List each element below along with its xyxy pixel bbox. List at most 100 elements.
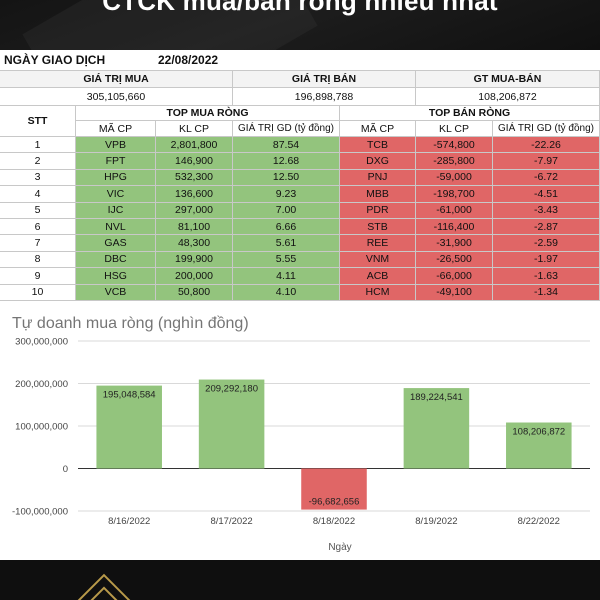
top-sell-header: TOP BÁN RÒNG — [340, 106, 600, 121]
cell-stt: 2 — [0, 153, 76, 170]
cell-sell-vol: -116,400 — [416, 219, 493, 236]
table-row: 1 VPB 2,801,800 87.54 TCB -574,800 -22.26 — [0, 137, 600, 154]
cell-sell-vol: -59,000 — [416, 169, 493, 187]
cell-sell-code: STB — [340, 219, 416, 236]
y-tick-layer: -100,000,000 0 100,000,000 200,000,000 300,0… — [12, 337, 68, 518]
sell-value-header: GIÁ TRỊ GD (tỷ đồng) — [493, 121, 600, 137]
cell-buy-vol: 48,300 — [156, 235, 233, 252]
cell-buy-code: VCB — [76, 284, 156, 301]
cell-sell-vol: -66,000 — [416, 268, 493, 285]
sell-volume-header: KL CP — [416, 121, 493, 137]
table-header-row-2: MÃ CP KL CP GIÁ TRỊ GD (tỷ đồng) MÃ CP K… — [0, 121, 600, 137]
bar-1 — [198, 379, 265, 469]
sell-total-label: GIÁ TRỊ BÁN — [233, 70, 416, 88]
cell-buy-val: 9.23 — [233, 186, 340, 203]
cell-sell-code: DXG — [340, 153, 416, 170]
cell-sell-code: REE — [340, 235, 416, 252]
summary-label-row: GIÁ TRỊ MUA GIÁ TRỊ BÁN GT MUA-BÁN — [0, 70, 600, 88]
cell-sell-val: -3.43 — [493, 202, 600, 219]
x-tick-label: 8/19/2022 — [415, 516, 457, 527]
y-tick-label: 200,000,000 — [15, 379, 68, 390]
x-axis-label: Ngày — [328, 542, 351, 553]
cell-buy-vol: 50,800 — [156, 284, 233, 301]
cell-sell-code: ACB — [340, 268, 416, 285]
data-label-2: -96,682,656 — [309, 497, 360, 508]
cell-buy-code: VIC — [76, 186, 156, 203]
cell-sell-code: TCB — [340, 137, 416, 154]
bar-chart: Tự doanh mua ròng (nghìn đồng) -100,000,… — [12, 315, 590, 553]
x-tick-label: 8/18/2022 — [313, 516, 355, 527]
cell-sell-val: -22.26 — [493, 137, 600, 154]
x-tick-label: 8/16/2022 — [108, 516, 150, 527]
table-row: 2 FPT 146,900 12.68 DXG -285,800 -7.97 — [0, 153, 600, 170]
cell-sell-val: -1.34 — [493, 284, 600, 301]
cell-sell-code: HCM — [340, 284, 416, 301]
banner: CTCK mua/bán ròng nhiều nhất — [0, 0, 600, 50]
cell-buy-vol: 2,801,800 — [156, 137, 233, 154]
cell-buy-code: FPT — [76, 153, 156, 170]
table-header-row-1: STT TOP MUA RÒNG TOP BÁN RÒNG — [0, 106, 600, 137]
cell-sell-code: PDR — [340, 202, 416, 219]
cell-buy-val: 12.50 — [233, 169, 340, 187]
cell-sell-code: PNJ — [340, 169, 416, 187]
y-tick-label: 100,000,000 — [15, 422, 68, 433]
cell-stt: 1 — [0, 137, 76, 154]
cell-sell-vol: -574,800 — [416, 137, 493, 154]
date-row: NGÀY GIAO DỊCH 22/08/2022 — [0, 50, 600, 70]
cell-buy-vol: 199,900 — [156, 251, 233, 269]
cell-buy-code: NVL — [76, 219, 156, 236]
top-buy-header: TOP MUA RÒNG — [76, 106, 340, 121]
cell-sell-val: -1.97 — [493, 251, 600, 269]
cell-sell-val: -7.97 — [493, 153, 600, 170]
buy-value-header: GIÁ TRỊ GD (tỷ đồng) — [233, 121, 340, 137]
table-row: 7 GAS 48,300 5.61 REE -31,900 -2.59 — [0, 235, 600, 252]
cell-buy-vol: 297,000 — [156, 202, 233, 219]
grid-layer — [78, 340, 590, 512]
data-label-3: 189,224,541 — [410, 392, 463, 403]
x-tick-layer: 8/16/2022 8/17/2022 8/18/2022 8/19/2022 8/22… — [108, 516, 560, 527]
cell-sell-vol: -61,000 — [416, 202, 493, 219]
table-row: 10 VCB 50,800 4.10 HCM -49,100 -1.34 — [0, 284, 600, 301]
cell-sell-vol: -26,500 — [416, 251, 493, 269]
cell-sell-val: -2.87 — [493, 219, 600, 236]
cell-sell-vol: -198,700 — [416, 186, 493, 203]
buy-code-header: MÃ CP — [76, 121, 156, 137]
cell-buy-vol: 200,000 — [156, 268, 233, 285]
y-tick-label: -100,000,000 — [12, 507, 68, 518]
table-row: 5 IJC 297,000 7.00 PDR -61,000 -3.43 — [0, 202, 600, 219]
cell-buy-code: HPG — [76, 169, 156, 187]
chart-title: Tự doanh mua ròng (nghìn đồng) — [12, 315, 249, 332]
data-label-4: 108,206,872 — [512, 427, 565, 438]
cell-sell-val: -4.51 — [493, 186, 600, 203]
cell-stt: 6 — [0, 219, 76, 236]
net-total-label: GT MUA-BÁN — [416, 70, 600, 88]
cell-stt: 10 — [0, 284, 76, 301]
cell-buy-val: 4.10 — [233, 284, 340, 301]
cell-stt: 3 — [0, 169, 76, 187]
table-row: 3 HPG 532,300 12.50 PNJ -59,000 -6.72 — [0, 169, 600, 187]
bar-0 — [96, 385, 162, 469]
sell-total-value: 196,898,788 — [233, 88, 416, 106]
cell-stt: 4 — [0, 186, 76, 203]
cell-buy-val: 5.61 — [233, 235, 340, 252]
table-row: 4 VIC 136,600 9.23 MBB -198,700 -4.51 — [0, 186, 600, 203]
y-tick-label: 0 — [63, 464, 68, 475]
cell-sell-val: -2.59 — [493, 235, 600, 252]
date-value: 22/08/2022 — [158, 53, 219, 67]
cell-sell-val: -1.63 — [493, 268, 600, 285]
cell-buy-code: VPB — [76, 137, 156, 154]
cell-sell-vol: -285,800 — [416, 153, 493, 170]
x-tick-label: 8/22/2022 — [518, 516, 560, 527]
cell-stt: 7 — [0, 235, 76, 252]
cell-sell-code: VNM — [340, 251, 416, 269]
cell-buy-val: 4.11 — [233, 268, 340, 285]
data-label-layer: 195,048,584 209,292,180 -96,682,656 189,224… — [103, 384, 565, 508]
cell-stt: 5 — [0, 202, 76, 219]
cell-buy-val: 6.66 — [233, 219, 340, 236]
summary-value-row: 305,105,660 196,898,788 108,206,872 — [0, 88, 600, 106]
banner-title: CTCK mua/bán ròng nhiều nhất — [102, 0, 498, 16]
trading-sheet: NGÀY GIAO DỊCH 22/08/2022 GIÁ TRỊ MUA GI… — [0, 50, 600, 301]
cell-buy-code: GAS — [76, 235, 156, 252]
x-tick-label: 8/17/2022 — [210, 516, 252, 527]
cell-buy-vol: 146,900 — [156, 153, 233, 170]
